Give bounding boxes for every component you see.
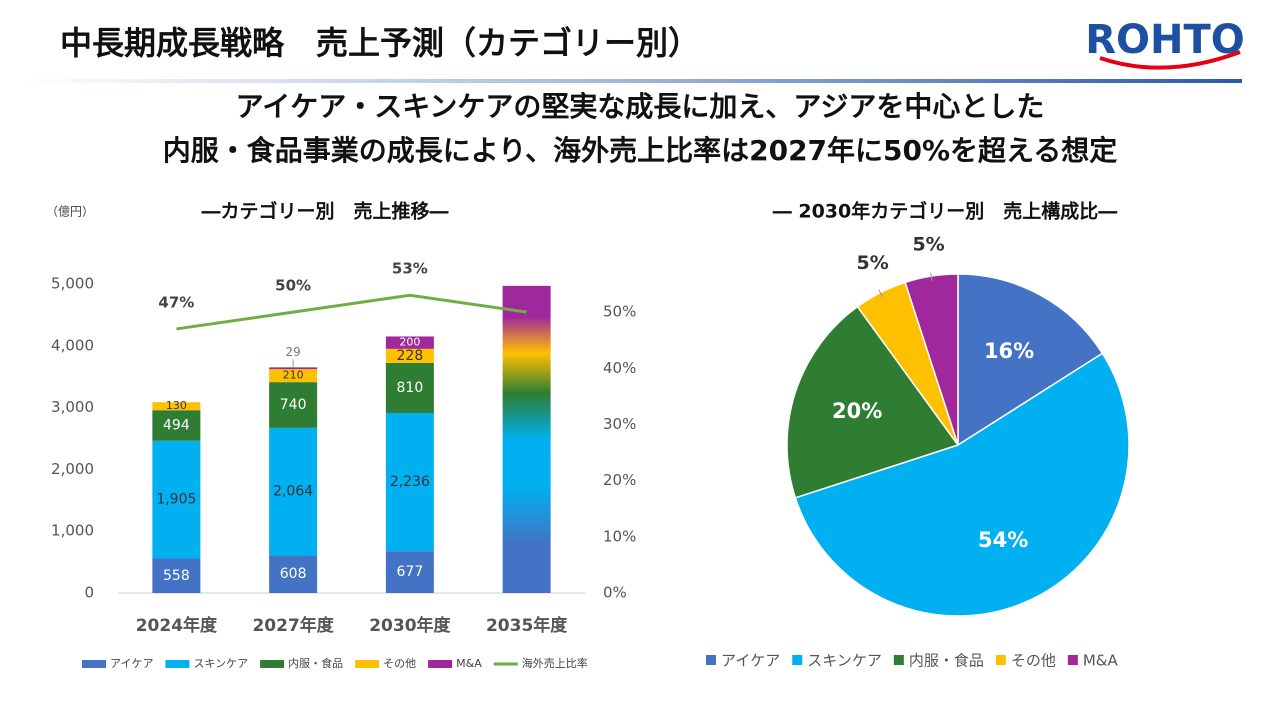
x-tick-label: 2030年度 — [369, 615, 451, 636]
data-label: 558 — [163, 568, 190, 584]
legend-label: その他 — [1011, 652, 1056, 670]
data-label: 20% — [832, 399, 882, 423]
legend-label: 内服・食品 — [909, 652, 984, 670]
data-label: 200 — [399, 336, 420, 349]
legend-label: 内服・食品 — [288, 656, 343, 670]
chart-title: ― 2030年カテゴリー別 売上構成比― — [773, 200, 1118, 223]
y2-tick-label: 10% — [603, 527, 636, 545]
y2-tick-label: 20% — [603, 471, 636, 489]
subtitle: 内服・食品事業の成長により、海外売上比率は2027年に50%を超える想定 — [163, 134, 1117, 167]
header-rule — [20, 79, 1242, 83]
bar-segment — [385, 412, 434, 552]
logo-swoosh — [1099, 50, 1241, 70]
y-tick-label: 4,000 — [51, 336, 94, 354]
x-tick-label: 2027年度 — [252, 615, 334, 636]
legend-label: M&A — [1083, 652, 1119, 670]
bar-segment — [269, 427, 318, 556]
bar-segment — [385, 336, 434, 349]
legend-swatch — [355, 660, 380, 668]
data-label: 740 — [280, 397, 307, 413]
data-label: 5% — [856, 252, 888, 274]
pie-slice — [794, 352, 1130, 617]
bar-segment — [269, 367, 318, 370]
pie-slice — [957, 273, 1104, 447]
data-label: 608 — [280, 566, 307, 582]
data-label: 494 — [163, 418, 190, 434]
y2-tick-label: 40% — [603, 359, 636, 377]
data-label: 130 — [166, 399, 187, 412]
legend-swatch — [260, 660, 285, 668]
data-label: 810 — [397, 380, 424, 396]
legend-label: M&A — [456, 657, 482, 670]
data-label: 16% — [984, 339, 1034, 363]
y2-tick-label: 50% — [603, 303, 636, 321]
data-label: 29 — [285, 345, 300, 359]
y-tick-label: 3,000 — [51, 398, 94, 416]
line-label: 47% — [158, 293, 194, 311]
bar-segment — [385, 551, 434, 593]
bar-segment — [152, 410, 201, 441]
y2-tick-label: 30% — [603, 415, 636, 433]
line-label: 50% — [275, 277, 311, 295]
slide-title: 中長期成長戦略 売上予測（カテゴリー別） — [60, 24, 700, 62]
line-series — [176, 293, 527, 331]
y-tick-label: 0 — [84, 584, 94, 602]
legend-swatch — [1067, 655, 1078, 665]
legend-label: スキンケア — [807, 652, 882, 670]
legend-swatch — [82, 660, 106, 668]
y-tick-label: 5,000 — [51, 275, 94, 293]
logo: ROHTO — [1085, 17, 1245, 63]
y-tick-label: 2,000 — [51, 460, 94, 478]
y-axis-label: （億円） — [46, 205, 94, 219]
legend-label: スキンケア — [193, 657, 248, 670]
legend-swatch — [995, 655, 1006, 665]
legend-label: その他 — [383, 657, 416, 670]
data-label: 2,064 — [273, 484, 313, 500]
legend-swatch — [792, 655, 803, 665]
chart-title: ―カテゴリー別 売上推移― — [201, 200, 448, 223]
line-label: 53% — [392, 260, 428, 278]
leader-line — [930, 272, 933, 282]
y-tick-label: 1,000 — [51, 522, 94, 540]
x-tick-label: 2024年度 — [136, 615, 218, 636]
subtitle: アイケア・スキンケアの堅実な成長に加え、アジアを中心とした — [236, 90, 1045, 123]
bar-segment — [152, 558, 201, 593]
bar-gradient — [502, 285, 551, 593]
data-label: 1,905 — [156, 492, 196, 508]
legend-label: アイケア — [110, 657, 153, 670]
legend-swatch — [706, 655, 716, 665]
bar-segment — [269, 555, 318, 593]
data-label: 2,236 — [390, 474, 430, 490]
data-label: 54% — [978, 528, 1028, 552]
leader-line — [878, 289, 884, 298]
bar-segment — [152, 402, 201, 411]
data-label: 210 — [283, 369, 304, 382]
legend-label: アイケア — [721, 652, 780, 670]
legend-label: 海外売上比率 — [522, 656, 588, 670]
bar-segment — [385, 348, 434, 363]
data-label: 677 — [397, 564, 424, 580]
data-label: 228 — [397, 348, 424, 364]
bar-segment — [385, 362, 434, 413]
pie-slice — [786, 305, 960, 499]
data-label: 5% — [912, 234, 944, 256]
x-tick-label: 2035年度 — [486, 615, 568, 636]
bar-segment — [269, 369, 318, 383]
bar-segment — [152, 440, 201, 559]
bar-segment — [269, 382, 318, 428]
legend-swatch — [428, 660, 453, 668]
legend-swatch — [165, 660, 190, 668]
legend-swatch — [893, 655, 904, 665]
y2-tick-label: 0% — [603, 584, 627, 602]
